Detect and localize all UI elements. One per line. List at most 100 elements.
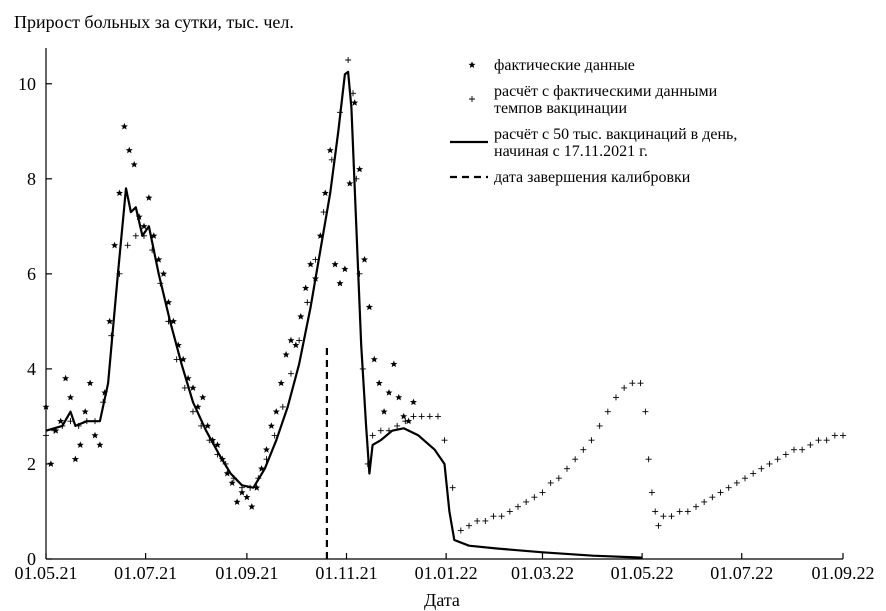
model-point [441,436,448,444]
model-point [303,298,311,306]
model-point [555,474,563,482]
actual-point [277,379,285,387]
actual-point [326,146,334,154]
actual-point [356,165,364,173]
model-point [692,503,700,511]
model-point [766,460,773,468]
actual-point [395,393,403,401]
model-point [604,408,612,416]
actual-point [390,360,398,368]
x-tick-label: 01.09.21 [215,563,278,583]
model-point [588,436,595,444]
x-tick-label: 01.03.22 [511,563,574,583]
model-point [434,412,442,420]
actual-point [145,194,153,201]
model-point [189,408,197,416]
y-tick-label: 2 [27,454,36,474]
y-tick-label: 8 [27,169,36,189]
actual-point [243,493,251,501]
x-tick-label: 01.09.22 [812,563,875,583]
model-point [782,450,790,458]
actual-point [91,431,99,439]
model-point [620,384,628,392]
model-point [659,512,667,520]
actual-point [302,284,310,292]
model-point [708,493,716,501]
actual-point [76,441,84,448]
model-point [369,431,377,439]
actual-point [380,408,388,415]
model-point [279,403,287,411]
x-tick-label: 01.07.21 [114,563,177,583]
model-point [741,474,749,482]
model-point [757,465,765,473]
model-point [514,503,522,511]
actual-point [262,446,270,453]
actual-point [292,341,300,349]
model-point [798,446,806,454]
legend-label: дата завершения калибровки [494,169,691,186]
actual-point [321,189,329,197]
actual-point [125,146,133,154]
plot-area [42,56,847,559]
model-point [539,489,546,496]
legend-label: расчёт с 50 тыс. вакцинаций в день, [494,126,737,143]
legend-label: начиная с 17.11.2021 г. [494,143,648,160]
model-point [725,484,733,492]
actual-point [370,355,378,363]
actual-point [272,408,280,415]
model-point [628,379,636,387]
model-point [790,446,798,454]
actual-point [385,389,393,396]
legend-label: фактические данные [494,57,635,74]
model-point [498,512,506,520]
model-point [733,479,741,487]
model-point [132,232,140,240]
legend-label: расчёт с фактическими данными [494,83,718,100]
model-point [839,431,847,439]
actual-point [282,351,290,358]
model-point [596,422,604,430]
legend-label: темпов вакцинации [494,100,627,117]
model-point [295,336,303,344]
model-point [418,412,426,420]
model-point [506,508,514,515]
model-point [563,465,571,473]
actual-point [81,408,89,415]
model-point [287,370,295,378]
model-point [651,508,659,515]
model-point [481,517,489,525]
model-point [124,241,132,249]
model-point [426,412,434,420]
actual-point [115,189,123,197]
model-point [641,408,649,416]
actual-point [71,455,79,463]
actual-point [86,379,94,387]
x-tick-label: 01.01.22 [415,563,478,583]
y-ticks: 0 2 4 6 8 10 [18,74,52,569]
model-point [377,427,385,435]
model-point [457,527,465,534]
x-axis-title: Дата [424,590,460,610]
model-point [612,393,620,401]
model-point [547,479,555,487]
legend-plus-marker [468,95,476,103]
model-point [344,56,352,64]
actual-point [66,393,74,401]
actual-point [199,393,207,401]
model-point [717,489,724,496]
model-point [648,489,656,496]
y-axis-title: Прирост больных за сутки, тыс. чел. [14,12,294,32]
actual-point [189,384,197,391]
actual-point [346,179,354,187]
model-point [749,470,757,477]
x-ticks: 01.05.21 01.07.21 01.09.21 01.11.21 01.01.22… [15,553,875,583]
actual-point [409,398,417,406]
x-tick-label: 01.05.22 [611,563,674,583]
model-point [522,498,530,506]
x-tick-label: 01.05.21 [15,563,78,583]
model-point [465,522,473,530]
actual-point [160,270,168,277]
actual-point [233,498,241,505]
